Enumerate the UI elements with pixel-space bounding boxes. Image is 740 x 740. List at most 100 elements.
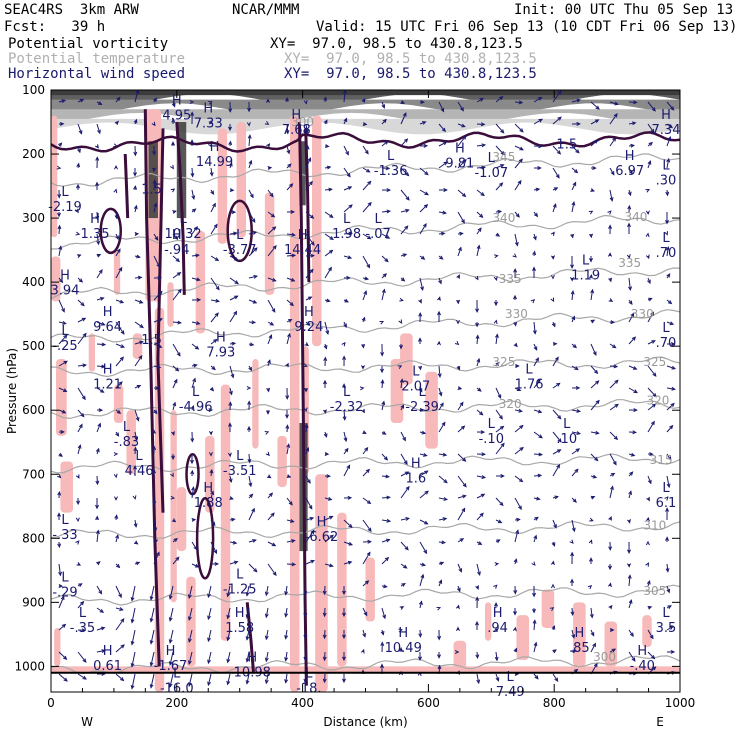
pv-contour-label: 1.5 <box>141 333 162 348</box>
extremum-value: 3.5 <box>656 621 677 636</box>
wind-vector <box>438 141 448 147</box>
wind-vector <box>493 319 498 325</box>
wind-vector <box>210 189 215 196</box>
extremum-type: H <box>398 626 408 641</box>
wind-vector <box>304 342 309 347</box>
wind-vector <box>494 299 498 307</box>
wind-vector <box>286 562 297 567</box>
wind-vector <box>571 497 577 503</box>
wind-vector <box>324 563 334 568</box>
wind-vector <box>149 673 155 689</box>
wind-vector <box>552 167 560 179</box>
x-tick-label: 200 <box>165 696 188 710</box>
wind-vector <box>381 188 392 193</box>
wind-vector <box>134 355 143 367</box>
wind-vector <box>191 321 201 325</box>
wind-vector <box>96 364 106 369</box>
wind-vector <box>379 320 385 325</box>
wind-vector <box>304 123 309 134</box>
extremum-type: L <box>412 364 420 379</box>
wind-vector <box>381 273 388 279</box>
wind-vector <box>590 430 600 435</box>
extremum-marker: H9.64 <box>93 305 122 335</box>
wind-vector <box>457 386 463 390</box>
extremum-type: L <box>662 481 670 496</box>
wind-vector <box>438 579 443 587</box>
wind-vector <box>645 210 650 216</box>
wind-vector <box>285 424 290 433</box>
wind-vector <box>95 156 100 169</box>
wind-vector <box>552 356 559 367</box>
wind-vector <box>590 474 598 479</box>
wind-vector <box>380 629 385 636</box>
extremum-value: 1.35 <box>81 227 110 242</box>
wind-vector <box>172 233 179 241</box>
wind-vector <box>286 253 297 258</box>
theta-contour-300 <box>51 655 680 675</box>
wind-vector <box>571 468 579 477</box>
wind-vector <box>266 143 271 148</box>
extremum-marker: L1.98 <box>332 212 361 242</box>
theta-label: 320 <box>499 397 522 411</box>
wind-vector <box>149 607 155 623</box>
wind-vector <box>532 321 537 335</box>
wind-vector <box>322 607 327 618</box>
wind-vector <box>495 164 505 169</box>
wind-vector <box>96 253 102 258</box>
wind-vector <box>96 269 103 279</box>
wind-vector <box>342 355 347 367</box>
wind-vector <box>533 211 539 218</box>
wind-vector <box>495 182 504 191</box>
wind-vector <box>590 119 600 125</box>
wind-vector <box>171 141 175 147</box>
wind-vector <box>228 475 233 484</box>
wind-vector <box>476 541 483 545</box>
extremum-marker: H.85 <box>569 626 590 656</box>
wind-vector <box>77 363 88 368</box>
wind-vector <box>590 380 600 389</box>
wind-vector <box>57 474 62 479</box>
wind-vector <box>343 204 353 213</box>
wind-vector <box>343 117 348 125</box>
wind-vector <box>475 651 480 660</box>
wind-vector <box>228 101 233 113</box>
wind-vector <box>96 321 106 326</box>
extremum-marker: H7.34 <box>652 108 681 138</box>
wind-vector <box>476 357 481 367</box>
pv-shade-region <box>126 410 136 475</box>
wind-vector <box>362 180 372 191</box>
wind-vector <box>323 119 328 125</box>
wind-vector <box>168 651 174 666</box>
wind-vector <box>476 452 486 457</box>
wind-vector <box>207 607 212 621</box>
wind-vector <box>76 561 82 566</box>
pv-shade-region <box>365 557 375 622</box>
wind-vector <box>532 607 537 614</box>
wind-vector <box>569 276 574 282</box>
wind-vector <box>533 343 538 351</box>
wind-vector <box>437 629 442 641</box>
wind-vector <box>570 233 575 239</box>
wind-vector <box>399 378 404 389</box>
wind-vector <box>552 341 558 346</box>
extremum-value: 7.68 <box>282 123 311 138</box>
wind-vector <box>228 387 233 396</box>
wind-vector <box>115 409 122 414</box>
wind-vector <box>359 386 365 391</box>
wind-vector <box>229 231 238 236</box>
wind-vector <box>172 343 181 357</box>
pv-shade-region <box>312 115 322 347</box>
pv-shade-region <box>252 358 259 449</box>
wind-vector <box>647 387 657 398</box>
wind-vector <box>95 447 100 455</box>
wind-vector <box>362 122 368 127</box>
pv-shade-region <box>88 333 96 372</box>
wind-vector <box>665 536 670 543</box>
extremum-type: L <box>135 449 143 464</box>
wind-vector <box>114 496 118 501</box>
wind-vector <box>457 123 466 128</box>
wind-vector <box>267 474 272 479</box>
wind-vector <box>457 475 467 488</box>
wind-vector <box>95 475 100 486</box>
wind-vector <box>286 539 296 543</box>
